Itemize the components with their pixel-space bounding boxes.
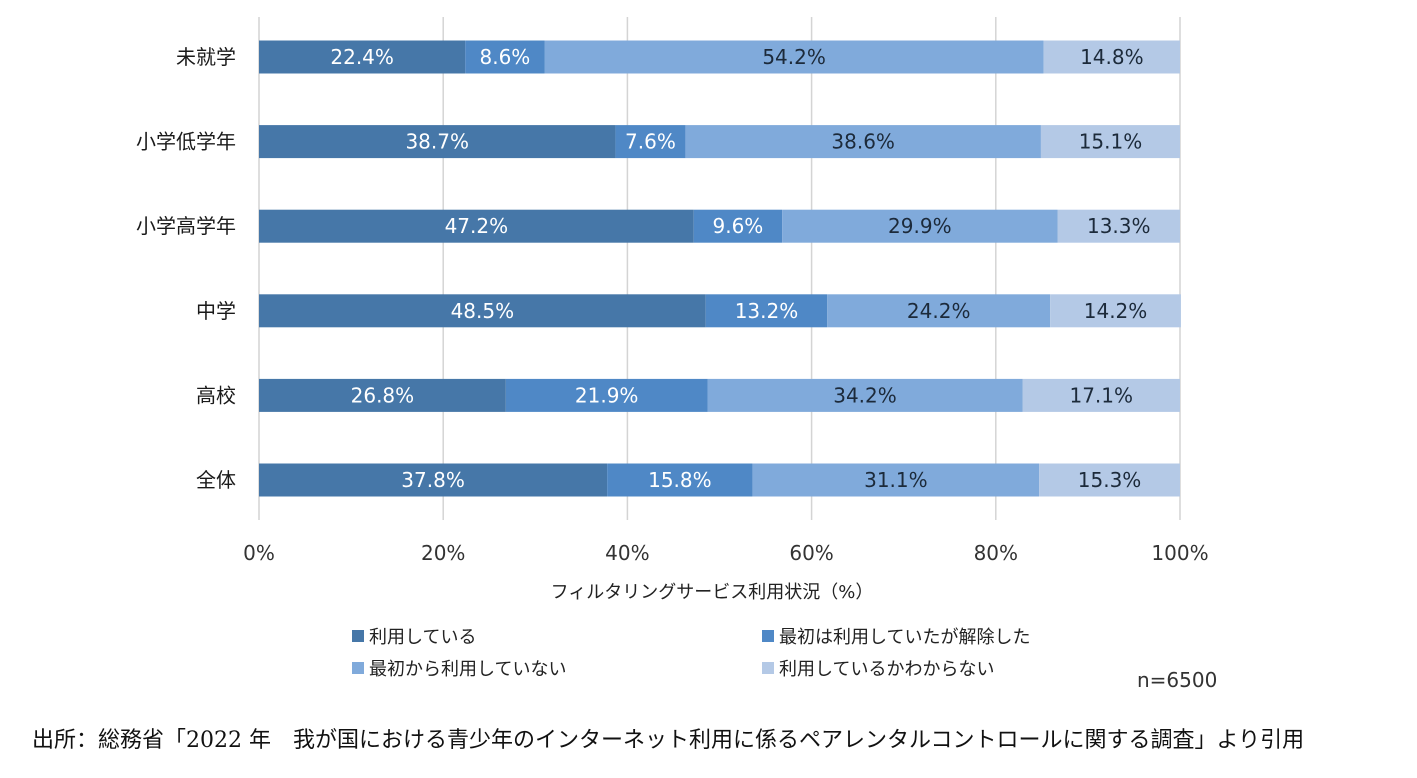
category-label: 未就学 bbox=[176, 45, 236, 69]
bar-segment bbox=[1022, 378, 1180, 412]
bar-segment bbox=[259, 209, 694, 243]
sample-size-note: n=6500 bbox=[1137, 668, 1218, 692]
x-tick-labels: 0% 20% 40% 60% 80% 100% bbox=[243, 541, 1208, 565]
data-label: 34.2% bbox=[833, 383, 897, 407]
bar-segment bbox=[827, 294, 1051, 328]
bar-segment bbox=[505, 378, 708, 412]
data-label: 13.3% bbox=[1087, 214, 1151, 238]
bar-segment bbox=[259, 463, 608, 497]
category-label: 小学低学年 bbox=[136, 130, 236, 154]
category-label: 高校 bbox=[196, 383, 236, 407]
data-label: 22.4% bbox=[330, 45, 394, 69]
bar-segment bbox=[752, 463, 1040, 497]
data-label: 13.2% bbox=[735, 299, 799, 323]
data-label: 26.8% bbox=[351, 383, 415, 407]
bar-segment bbox=[1043, 40, 1180, 74]
data-label: 9.6% bbox=[713, 214, 764, 238]
bar-segment bbox=[259, 378, 506, 412]
legend-label: 利用しているかわからない bbox=[779, 659, 994, 680]
x-tick-label: 40% bbox=[605, 541, 649, 565]
data-label: 15.1% bbox=[1079, 130, 1143, 154]
bar-segment bbox=[707, 378, 1023, 412]
data-label: 14.2% bbox=[1084, 299, 1148, 323]
gridlines bbox=[258, 17, 1181, 520]
bar-segment bbox=[782, 209, 1058, 243]
data-label: 24.2% bbox=[907, 299, 971, 323]
bar-segment bbox=[705, 294, 828, 328]
bar-segment bbox=[465, 40, 545, 74]
bar-segment bbox=[1057, 209, 1180, 243]
bar-segment bbox=[615, 125, 686, 159]
data-label: 14.8% bbox=[1080, 45, 1144, 69]
data-label: 54.2% bbox=[762, 45, 826, 69]
bar-segment bbox=[544, 40, 1044, 74]
bar-segment bbox=[607, 463, 753, 497]
x-tick-label: 0% bbox=[243, 541, 275, 565]
bar-segment bbox=[259, 294, 706, 328]
legend-swatch bbox=[352, 662, 364, 674]
x-tick-label: 60% bbox=[789, 541, 833, 565]
data-label: 47.2% bbox=[445, 214, 509, 238]
stacked-bar-chart: 22.4% 8.6% 54.2% 14.8% 38.7% 7.6% 38.6% 15.1% 47… bbox=[136, 17, 1209, 680]
x-axis-title: フィルタリングサービス利用状況（%） bbox=[551, 582, 874, 603]
legend-label: 最初は利用していたが解除した bbox=[779, 627, 1030, 648]
bar-segment bbox=[259, 40, 466, 74]
data-label: 7.6% bbox=[625, 130, 676, 154]
legend-swatch bbox=[762, 662, 774, 674]
data-label: 37.8% bbox=[401, 468, 465, 492]
data-label: 21.9% bbox=[575, 383, 639, 407]
data-label: 38.7% bbox=[405, 130, 469, 154]
data-label: 15.8% bbox=[648, 468, 712, 492]
legend-swatch bbox=[762, 630, 774, 642]
bar-segment bbox=[1040, 125, 1180, 159]
bar-segment bbox=[693, 209, 783, 243]
x-tick-label: 100% bbox=[1151, 541, 1208, 565]
data-label: 38.6% bbox=[831, 130, 895, 154]
data-label: 29.9% bbox=[888, 214, 952, 238]
legend-swatch bbox=[352, 630, 364, 642]
category-label: 中学 bbox=[196, 299, 236, 323]
category-label: 全体 bbox=[196, 468, 236, 492]
x-tick-label: 80% bbox=[974, 541, 1018, 565]
bar-segment bbox=[685, 125, 1041, 159]
data-label: 17.1% bbox=[1069, 383, 1133, 407]
data-label: 48.5% bbox=[451, 299, 515, 323]
bar-segment bbox=[259, 125, 616, 159]
source-citation: 出所：総務省「2022 年 我が国における青少年のインターネット利用に係るペアレ… bbox=[32, 728, 1305, 753]
data-label: 8.6% bbox=[480, 45, 531, 69]
legend-label: 最初から利用していない bbox=[369, 659, 566, 680]
category-label: 小学高学年 bbox=[136, 214, 236, 238]
legend-label: 利用している bbox=[369, 627, 476, 648]
bar-segment bbox=[1050, 294, 1181, 328]
bar-segment bbox=[1039, 463, 1180, 497]
data-label: 15.3% bbox=[1078, 468, 1142, 492]
bars: 22.4% 8.6% 54.2% 14.8% 38.7% 7.6% 38.6% 15.1% 47… bbox=[259, 40, 1181, 497]
x-tick-label: 20% bbox=[421, 541, 465, 565]
data-label: 31.1% bbox=[864, 468, 928, 492]
